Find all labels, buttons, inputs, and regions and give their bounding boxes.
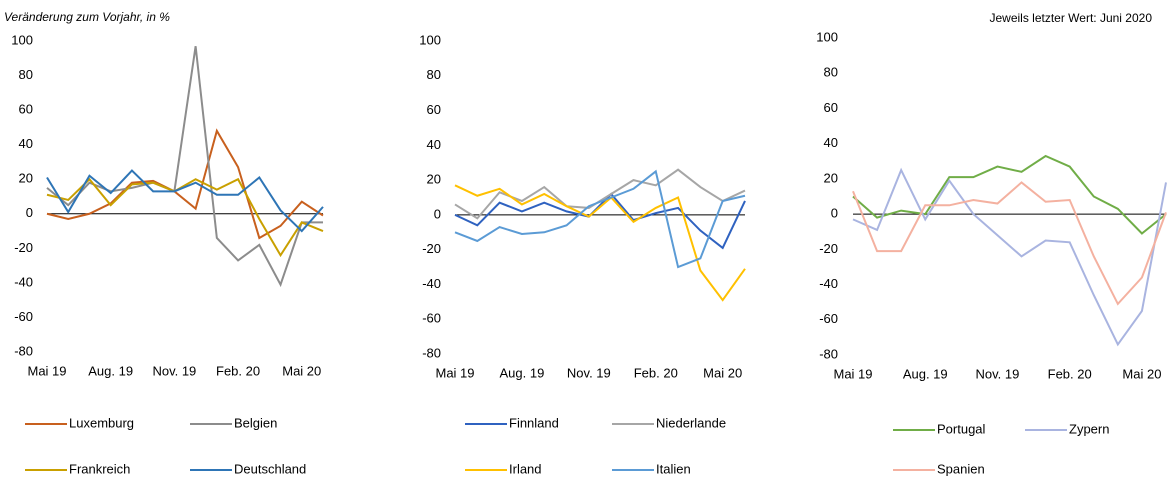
y-tick-label: 100 [816, 29, 838, 44]
legend-label: Spanien [937, 461, 985, 476]
legend-label: Frankreich [69, 461, 130, 476]
y-tick-label: -60 [422, 311, 441, 326]
series-line [852, 167, 1167, 347]
legend-label: Niederlande [656, 415, 726, 430]
series-line [852, 154, 1167, 235]
y-tick-label: 60 [824, 100, 838, 115]
y-tick-label: 80 [427, 67, 441, 82]
series-line [454, 168, 746, 220]
x-tick-label: Aug. 19 [500, 365, 545, 380]
y-tick-label: 0 [434, 206, 441, 221]
series-line [454, 192, 746, 250]
y-tick-label: 40 [427, 137, 441, 152]
y-tick-label: -40 [14, 274, 33, 289]
series-line [852, 181, 1167, 306]
x-tick-label: Aug. 19 [88, 363, 133, 378]
y-tick-label: 100 [11, 32, 33, 47]
y-tick-label: -40 [422, 276, 441, 291]
y-tick-label: -60 [14, 309, 33, 324]
y-tick-label: 60 [19, 102, 33, 117]
x-tick-label: Feb. 20 [634, 365, 678, 380]
y-tick-label: 40 [19, 136, 33, 151]
series-line [454, 184, 746, 302]
y-tick-label: -80 [819, 346, 838, 361]
x-tick-label: Mai 19 [833, 366, 872, 381]
chart-note: Jeweils letzter Wert: Juni 2020 [989, 11, 1152, 25]
legend-label: Finnland [509, 415, 559, 430]
legend-label: Portugal [937, 421, 986, 436]
chart-subtitle: Veränderung zum Vorjahr, in % [4, 10, 170, 24]
series-line [46, 46, 323, 288]
series-line [46, 169, 324, 233]
y-tick-label: 0 [26, 205, 33, 220]
x-tick-label: Nov. 19 [567, 365, 611, 380]
x-tick-label: Mai 20 [703, 365, 742, 380]
x-tick-label: Mai 19 [435, 365, 474, 380]
y-tick-label: 20 [824, 170, 838, 185]
y-tick-label: 80 [19, 67, 33, 82]
y-tick-label: -20 [14, 240, 33, 255]
y-tick-label: 60 [427, 102, 441, 117]
y-tick-label: -80 [422, 345, 441, 360]
y-tick-label: 100 [419, 32, 441, 47]
x-tick-label: Feb. 20 [1048, 366, 1092, 381]
legend-label: Belgien [234, 415, 277, 430]
legend-label: Deutschland [234, 461, 306, 476]
x-tick-label: Feb. 20 [216, 363, 260, 378]
y-tick-label: -80 [14, 343, 33, 358]
y-tick-label: -60 [819, 311, 838, 326]
y-tick-label: 40 [824, 135, 838, 150]
series-line [46, 177, 324, 258]
series-line [454, 169, 746, 269]
legend-label: Italien [656, 461, 691, 476]
series-line [46, 128, 324, 240]
legend-label: Irland [509, 461, 542, 476]
x-tick-label: Mai 20 [282, 363, 321, 378]
y-tick-label: 20 [19, 171, 33, 186]
x-tick-label: Nov. 19 [976, 366, 1020, 381]
y-tick-label: -40 [819, 276, 838, 291]
x-tick-label: Mai 20 [1122, 366, 1161, 381]
y-tick-label: -20 [819, 241, 838, 256]
y-tick-label: 0 [831, 206, 838, 221]
x-tick-label: Nov. 19 [152, 363, 196, 378]
x-tick-label: Aug. 19 [903, 366, 948, 381]
legend-label: Luxemburg [69, 415, 134, 430]
legend-label: Zypern [1069, 421, 1109, 436]
x-tick-label: Mai 19 [27, 363, 66, 378]
y-tick-label: -20 [422, 241, 441, 256]
y-tick-label: 20 [427, 172, 441, 187]
y-tick-label: 80 [824, 65, 838, 80]
